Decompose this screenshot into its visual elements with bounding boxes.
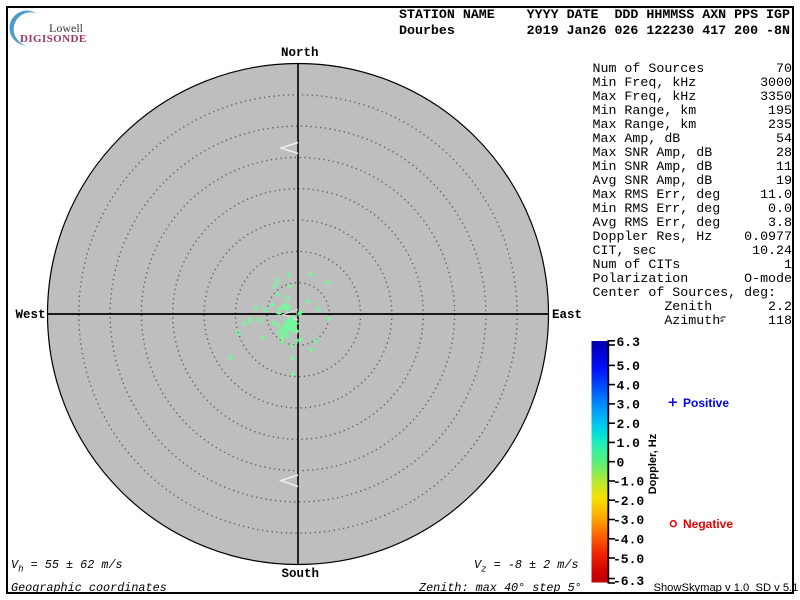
svg-text:4.0: 4.0 bbox=[617, 378, 641, 393]
svg-text:3.0: 3.0 bbox=[617, 398, 641, 413]
svg-text:0: 0 bbox=[617, 455, 625, 470]
svg-text:-3.0: -3.0 bbox=[613, 513, 644, 528]
svg-text:2.0: 2.0 bbox=[617, 417, 641, 432]
svg-text:-1.0: -1.0 bbox=[613, 475, 644, 490]
svg-text:-4.0: -4.0 bbox=[613, 533, 644, 548]
svg-text:-5.0: -5.0 bbox=[613, 552, 644, 567]
svg-text:Doppler, Hz: Doppler, Hz bbox=[647, 433, 659, 494]
svg-text:6.3: 6.3 bbox=[617, 335, 641, 350]
svg-text:5.0: 5.0 bbox=[617, 359, 641, 374]
svg-text:-2.0: -2.0 bbox=[613, 494, 644, 509]
svg-text:-6.3: -6.3 bbox=[613, 574, 644, 589]
svg-text:1.0: 1.0 bbox=[617, 436, 641, 451]
